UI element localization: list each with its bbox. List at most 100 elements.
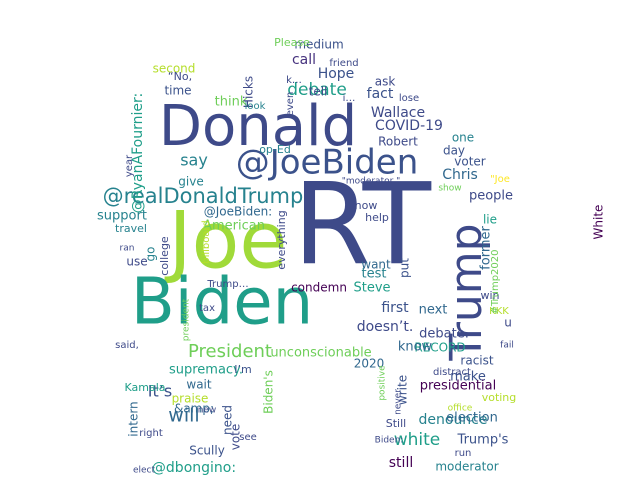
word-102: president (182, 298, 192, 341)
word-100: Trump… (206, 279, 248, 290)
word-5: @JoeBiden (236, 143, 419, 183)
word-56: Robert (378, 135, 418, 149)
word-33: next (419, 303, 448, 318)
word-113: right (139, 428, 163, 439)
word-0: RT (293, 160, 432, 290)
word-23: moderator (435, 460, 498, 474)
word-46: support (97, 209, 147, 224)
word-32: first (381, 300, 409, 316)
word-18: medium (294, 38, 343, 52)
word-94: "moderator," (342, 177, 401, 187)
word-62: everything (275, 210, 288, 269)
word-73: intern (127, 401, 141, 436)
word-92: even (285, 92, 296, 117)
word-67: use (126, 255, 147, 269)
word-87: friend (329, 58, 358, 69)
word-47: give (178, 175, 203, 189)
word-55: ask (375, 75, 396, 89)
word-3: Donald (159, 94, 357, 159)
word-30: former (479, 226, 494, 270)
word-81: win (480, 289, 499, 302)
word-110: Still (386, 417, 406, 430)
word-111: Biden: (375, 436, 404, 446)
word-13: COVID-19 (375, 118, 443, 134)
word-45: lie (483, 213, 497, 227)
word-12: Chris (442, 167, 478, 183)
word-69: college (158, 236, 171, 276)
word-76: Biden's (262, 370, 276, 414)
word-48: American (203, 219, 265, 234)
word-11: white (394, 430, 441, 450)
word-49: @JoeBiden: (204, 205, 272, 219)
word-101: tax (199, 303, 215, 314)
word-99: billboard (201, 220, 212, 264)
word-9: say (180, 151, 208, 170)
word-95: "Joe (490, 174, 510, 185)
word-108: office (448, 404, 473, 414)
word-68: go (144, 247, 158, 262)
word-42: test (362, 267, 387, 282)
word-20: supremacy. (169, 363, 243, 378)
word-96: show (438, 184, 461, 194)
word-78: Kamala (124, 381, 165, 394)
word-39: presidential (420, 379, 496, 394)
word-51: time (164, 84, 191, 98)
word-19: unconscionable (270, 346, 371, 361)
word-83: KKK (489, 306, 509, 317)
word-15: fact (367, 86, 394, 102)
word-112: new (198, 406, 217, 416)
word-71: praise (172, 392, 209, 406)
word-79: write (396, 375, 410, 405)
word-8: debate (287, 80, 347, 100)
word-27: @dbongino: (152, 460, 236, 476)
word-16: Hope (318, 66, 355, 82)
word-109: run (455, 448, 472, 459)
word-14: Wallace (371, 105, 425, 121)
word-72: &amp; (174, 402, 214, 416)
word-77: I’m (234, 363, 251, 376)
word-97: year (124, 154, 135, 177)
word-17: call (292, 52, 316, 68)
word-38: make (450, 370, 486, 385)
word-65: @RyanAFournier: (130, 93, 146, 213)
word-36: RECORD (414, 341, 465, 355)
word-82: u (504, 316, 512, 330)
word-34: doesn’t. (357, 319, 414, 335)
word-93: lose (399, 93, 419, 104)
word-84: #Trump2020 (490, 249, 501, 314)
word-21: It’s (148, 382, 172, 401)
word-1: Joe (164, 196, 288, 286)
word-107: never (394, 389, 404, 415)
word-89: k… (286, 75, 302, 86)
word-75: vote (229, 424, 243, 451)
word-63: help (365, 211, 389, 224)
word-57: day (443, 144, 465, 158)
word-60: White (592, 205, 606, 240)
word-70: wait (186, 378, 212, 392)
word-52: second (153, 62, 196, 76)
word-98: ran (120, 244, 135, 254)
word-59: voter (454, 155, 486, 169)
word-2: Biden (131, 266, 313, 340)
word-106: positive (378, 365, 388, 401)
word-74: need (221, 405, 235, 435)
word-88: “No, (168, 70, 192, 83)
word-25: Trump's (457, 433, 509, 448)
word-26: Scully (189, 444, 225, 458)
word-80: voting (482, 391, 517, 404)
word-22: denounce (419, 412, 488, 428)
word-41: Steve (353, 281, 390, 296)
word-6: @realDonaldTrump (103, 184, 304, 208)
word-58: one (452, 131, 474, 145)
word-104: fail (500, 341, 514, 351)
word-85: 2020 (354, 357, 385, 371)
word-37: know (398, 340, 433, 355)
word-50: think (215, 95, 248, 110)
word-103: said, (115, 340, 139, 351)
word-31: condemn (291, 281, 347, 295)
word-64: now (355, 199, 378, 212)
word-44: put (398, 258, 412, 278)
